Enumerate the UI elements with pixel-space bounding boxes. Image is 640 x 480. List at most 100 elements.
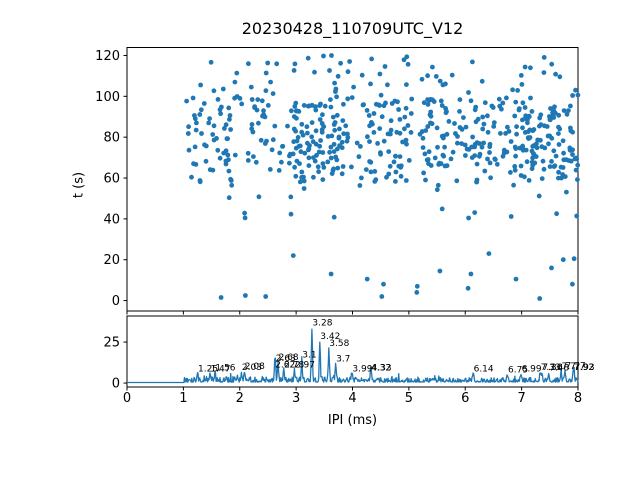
scatter-point: [515, 88, 520, 93]
scatter-point: [208, 59, 214, 65]
scatter-point: [298, 149, 304, 155]
scatter-point: [541, 166, 547, 172]
scatter-point: [327, 149, 332, 155]
y-tick-label: 120: [95, 49, 120, 64]
scatter-point: [547, 117, 553, 123]
scatter-point: [504, 95, 509, 101]
scatter-point: [494, 161, 500, 167]
scatter-point: [349, 95, 355, 100]
scatter-point: [365, 134, 370, 140]
scatter-point: [256, 120, 261, 126]
scatter-point: [256, 194, 262, 200]
scatter-point: [215, 147, 221, 153]
scatter-point: [373, 177, 379, 183]
scatter-point: [528, 95, 533, 101]
scatter-point: [479, 78, 485, 84]
scatter-point: [306, 155, 312, 161]
scatter-point: [368, 169, 374, 175]
scatter-point: [217, 155, 223, 161]
scatter-point: [434, 125, 440, 131]
scatter-point: [297, 179, 303, 185]
scatter-point: [382, 64, 388, 69]
scatter-point: [371, 111, 377, 116]
scatter-point: [245, 158, 251, 163]
scatter-point: [573, 167, 579, 173]
scatter-point: [481, 121, 487, 127]
scatter-point: [531, 143, 537, 148]
scatter-point: [189, 174, 194, 180]
scatter-point: [395, 99, 400, 105]
scatter-point: [401, 57, 407, 63]
scatter-point: [430, 64, 435, 70]
scatter-point: [570, 281, 575, 287]
peak-label: 6.14: [474, 365, 494, 375]
x-tick-label: 8: [574, 391, 582, 406]
scatter-point: [385, 82, 390, 88]
scatter-point: [198, 82, 204, 88]
scatter-point: [194, 120, 199, 126]
scatter-point: [510, 87, 515, 93]
scatter-point: [386, 149, 392, 155]
scatter-point: [560, 165, 566, 170]
peak-label: 2.68: [279, 353, 299, 363]
scatter-point: [383, 100, 388, 106]
scatter-point: [293, 145, 299, 151]
scatter-point: [320, 161, 326, 167]
scatter-point: [449, 72, 455, 78]
peak-label: 7.77: [566, 361, 586, 371]
peak-label: 2.97: [295, 360, 315, 370]
scatter-point: [457, 97, 463, 102]
y-tick-label: 20: [103, 253, 120, 268]
scatter-point: [404, 141, 409, 147]
scatter-point: [332, 80, 337, 86]
scatter-point: [340, 164, 346, 169]
peak-label: 4.32: [371, 364, 391, 374]
scatter-point: [339, 171, 345, 177]
scatter-point: [334, 94, 339, 100]
peak-label: 2.08: [245, 362, 265, 372]
scatter-point: [468, 271, 474, 277]
scatter-point: [315, 164, 321, 170]
scatter-point: [541, 55, 547, 60]
scatter-point: [312, 69, 317, 75]
y-tick-label: 80: [103, 131, 120, 146]
scatter-point: [457, 109, 462, 114]
scatter-point: [530, 155, 535, 161]
scatter-point: [292, 61, 298, 67]
scatter-point: [508, 214, 514, 219]
scatter-point: [321, 53, 326, 59]
scatter-point: [381, 281, 386, 287]
scatter-point: [384, 174, 389, 180]
scatter-point: [524, 159, 530, 165]
scatter-point: [249, 126, 255, 132]
scatter-point: [450, 149, 456, 155]
scatter-point: [485, 113, 490, 119]
scatter-point: [301, 178, 307, 184]
y-tick-label: 60: [103, 172, 120, 187]
scatter-point: [225, 152, 231, 158]
scatter-point: [316, 149, 322, 155]
scatter-point: [463, 124, 469, 130]
scatter-point: [539, 144, 545, 150]
scatter-point: [560, 257, 566, 263]
scatter-point: [506, 129, 512, 134]
x-axis-label: IPI (ms): [327, 413, 378, 428]
scatter-point: [184, 98, 190, 104]
scatter-point: [553, 71, 558, 77]
scatter-point: [345, 131, 350, 137]
scatter-point: [472, 210, 478, 216]
scatter-point: [535, 137, 541, 143]
scatter-point: [520, 100, 526, 106]
scatter-point: [246, 61, 251, 67]
scatter-point: [455, 140, 460, 146]
scatter-point: [226, 105, 232, 111]
scatter-point: [272, 123, 278, 129]
scatter-point: [294, 115, 299, 121]
scatter-point: [477, 153, 482, 159]
scatter-point: [520, 125, 525, 131]
scatter-point: [332, 127, 338, 133]
scatter-point: [332, 120, 338, 125]
scatter-point: [245, 150, 251, 156]
scatter-point: [252, 104, 258, 109]
scatter-point: [398, 163, 404, 169]
